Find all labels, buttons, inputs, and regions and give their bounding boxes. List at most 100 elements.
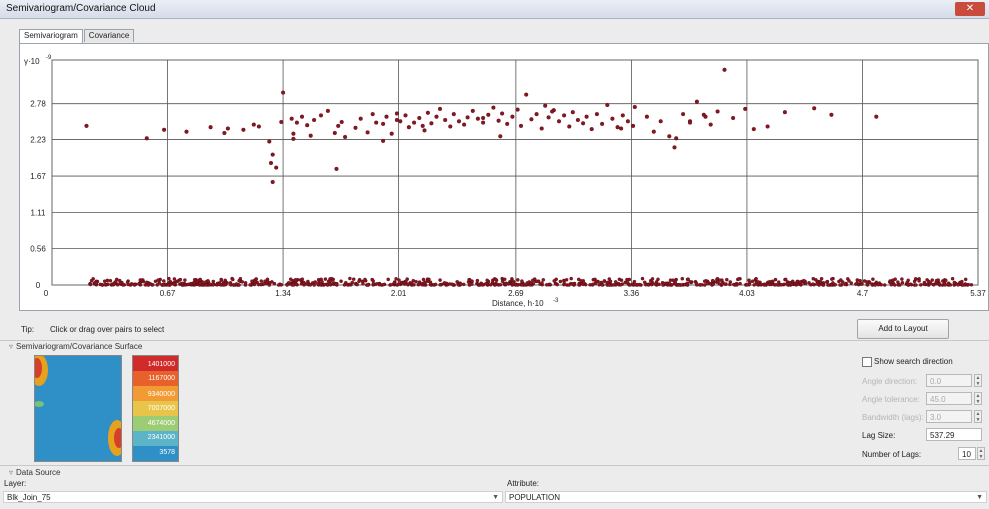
data-point-low — [720, 278, 724, 282]
collapse-caret-icon[interactable]: ▿ — [9, 342, 14, 351]
data-source-header-label: Data Source — [16, 468, 61, 477]
data-point — [475, 116, 480, 121]
data-point-low — [711, 282, 715, 286]
legend-value: 4674000 — [147, 420, 175, 427]
data-point — [708, 122, 713, 127]
data-point-low — [428, 282, 433, 287]
data-point — [631, 123, 636, 128]
data-point-low — [774, 282, 778, 287]
data-point — [687, 120, 693, 125]
data-point-low — [355, 282, 359, 287]
data-point-low — [862, 279, 867, 283]
data-point-low — [685, 281, 689, 286]
data-point — [208, 125, 213, 130]
data-point-low — [363, 277, 367, 282]
semivariogram-surface-map — [34, 355, 122, 462]
data-point-low — [711, 279, 715, 283]
data-point-low — [153, 279, 158, 284]
number-of-lags-spinner[interactable]: ▲ ▼ — [977, 447, 985, 460]
tab-covariance[interactable]: Covariance — [83, 29, 135, 42]
data-point-low — [105, 278, 110, 283]
data-point-low — [211, 279, 216, 284]
data-point — [398, 119, 403, 124]
data-point-low — [785, 281, 789, 286]
data-point-low — [262, 282, 266, 286]
data-point-low — [392, 281, 397, 285]
angle-tolerance-input[interactable]: 45.0 — [926, 392, 972, 405]
data-point — [270, 179, 275, 185]
data-point — [496, 118, 501, 123]
data-point-low — [656, 277, 660, 282]
data-point-low — [950, 276, 955, 281]
data-point — [334, 166, 339, 171]
data-point-low — [122, 283, 127, 287]
data-point-low — [923, 282, 927, 287]
close-icon[interactable]: ✕ — [955, 2, 985, 16]
y-tick-label: 2.78 — [30, 100, 46, 109]
layer-select[interactable]: Blk_Join_75 ▼ — [3, 491, 503, 503]
lag-size-input[interactable]: 537.29 — [926, 428, 982, 441]
data-point-low — [520, 283, 524, 287]
data-point-low — [715, 276, 720, 281]
data-point-low — [183, 278, 187, 282]
tab-bar: Semivariogram Covariance — [19, 29, 135, 43]
data-point — [162, 127, 167, 132]
data-point-low — [969, 283, 974, 287]
x-axis-label-exponent: -3 — [553, 298, 559, 304]
data-point — [336, 123, 341, 128]
collapse-caret-icon[interactable]: ▿ — [9, 468, 14, 477]
data-point — [498, 134, 503, 139]
data-point — [389, 131, 394, 136]
data-point-low — [541, 278, 546, 282]
layer-value: Blk_Join_75 — [7, 493, 51, 502]
data-point — [486, 112, 491, 117]
data-point-low — [371, 282, 376, 286]
x-tick-label: 5.37 — [970, 289, 986, 298]
bandwidth-spinner[interactable]: ▲ ▼ — [974, 410, 982, 423]
data-point-low — [956, 283, 960, 287]
bandwidth-input[interactable]: 3.0 — [926, 410, 972, 423]
data-point-low — [172, 282, 177, 286]
data-point-low — [795, 279, 799, 284]
show-search-direction-checkbox[interactable] — [862, 357, 872, 367]
data-point-low — [409, 281, 414, 286]
angle-tolerance-spinner[interactable]: ▲ ▼ — [974, 392, 982, 405]
data-point — [374, 120, 379, 125]
add-to-layout-button[interactable]: Add to Layout — [857, 319, 949, 339]
data-point-low — [871, 277, 875, 281]
data-point-low — [773, 277, 778, 282]
data-point-low — [511, 281, 515, 286]
semivariogram-plot[interactable]: 0 0.67 1.34 2.01 2.69 3.36 4.03 4.7 5.37 0 0.56 1.1… — [19, 43, 989, 311]
chevron-down-icon[interactable]: ▼ — [492, 494, 499, 501]
data-point — [281, 90, 286, 95]
angle-direction-spinner[interactable]: ▲ ▼ — [974, 374, 982, 387]
legend-value: 2341000 — [147, 434, 175, 441]
data-point-low — [406, 282, 410, 286]
data-point-low — [702, 279, 707, 283]
data-source-section-header[interactable]: ▿ Data Source — [9, 468, 60, 477]
data-point-low — [798, 280, 803, 284]
x-axis-label: Distance, h·10 — [492, 299, 544, 308]
tab-semivariogram[interactable]: Semivariogram — [19, 29, 83, 43]
layer-label: Layer: — [4, 479, 27, 488]
data-point-low — [348, 276, 352, 281]
data-point-low — [108, 278, 113, 283]
angle-direction-input[interactable]: 0.0 — [926, 374, 972, 387]
data-point — [312, 117, 317, 123]
data-point-low — [138, 278, 143, 282]
data-point-low — [819, 276, 824, 281]
data-point-low — [759, 282, 763, 287]
scatter-chart[interactable]: 0 0.67 1.34 2.01 2.69 3.36 4.03 4.7 5.37 0 0.56 1.1… — [20, 44, 988, 310]
data-point-low — [838, 283, 842, 287]
data-point — [584, 114, 589, 119]
data-point-low — [404, 279, 408, 284]
chevron-down-icon[interactable]: ▼ — [976, 494, 983, 501]
data-point — [672, 145, 677, 150]
data-point-low — [94, 281, 98, 285]
surface-section-header[interactable]: ▿ Semivariogram/Covariance Surface — [9, 342, 142, 351]
number-of-lags-input[interactable]: 10 — [958, 447, 976, 460]
data-point-low — [421, 277, 426, 282]
window-title: Semivariogram/Covariance Cloud — [6, 3, 156, 14]
attribute-select[interactable]: POPULATION ▼ — [505, 491, 987, 503]
data-point-low — [276, 283, 281, 287]
